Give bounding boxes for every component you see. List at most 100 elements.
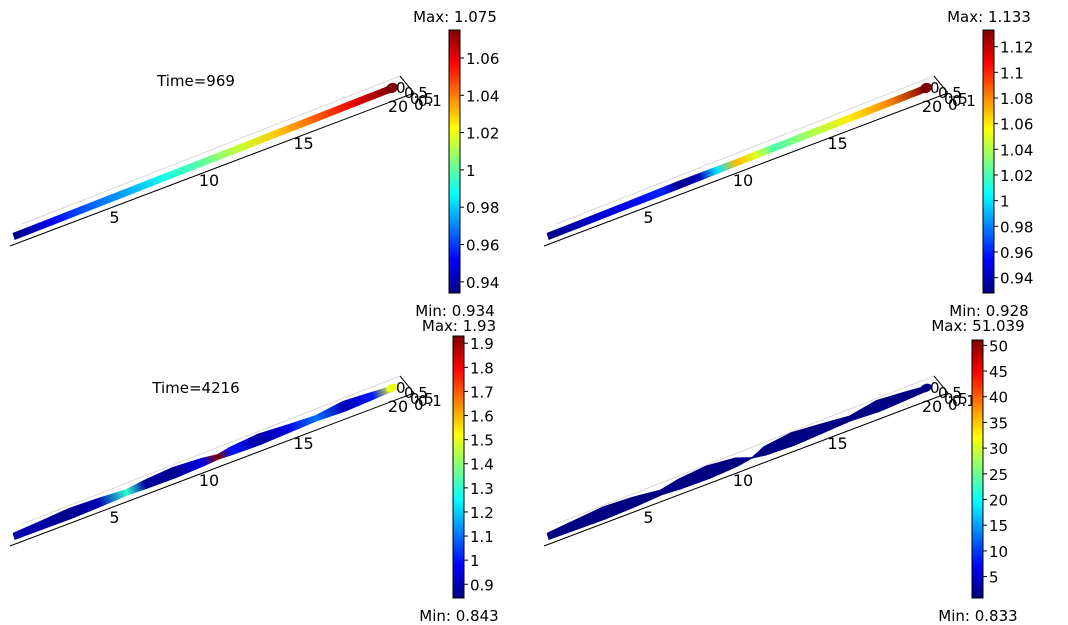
corner-tick-label: 0	[930, 379, 940, 397]
colorbar-tick-label: 0.96	[1000, 244, 1033, 262]
data-bar-body	[546, 85, 927, 240]
box-edge-top	[555, 75, 935, 225]
colorbar-tick-label: 1	[466, 162, 476, 180]
box-edge-top	[21, 75, 401, 225]
axis-tick-label: 10	[733, 471, 753, 490]
colorbar-tick-label: 1.2	[470, 504, 494, 522]
colorbar-tick-label: 1.4	[470, 456, 494, 474]
corner-tick-label: 0	[948, 396, 958, 414]
corner-tick-label: 0	[396, 379, 406, 397]
colorbar-1: 0.94 0.96 0.98 1 1.02 1.04 1.06 Max: 1.075 Min: …	[413, 8, 499, 320]
corner-tick-label: 0.1	[952, 392, 976, 410]
data-bar-end-cap	[920, 82, 932, 94]
corner-tick-label: 0	[396, 79, 406, 97]
x-axis-line	[9, 92, 415, 247]
colorbar-max-label: Max: 1.133	[947, 8, 1031, 26]
colorbar-bar	[982, 29, 995, 294]
corner-tick-label: 0.5	[410, 390, 434, 408]
colorbar-min-label: Min: 0.934	[415, 302, 494, 320]
colorbar-tick-label: 1.06	[466, 50, 499, 68]
corner-tick-label: 0.1	[418, 92, 442, 110]
colorbar-tick-label: 1.04	[466, 87, 499, 105]
axis-tick-label: 15	[293, 434, 313, 453]
x-axis-line	[543, 92, 949, 247]
colorbar-tick-label: 1.6	[470, 408, 494, 426]
colorbar-tick-label: 1.06	[1000, 116, 1033, 134]
colorbar-min-label: Min: 0.928	[949, 302, 1028, 320]
corner-tick-label: 0	[948, 96, 958, 114]
colorbar-min-label: Min: 0.843	[419, 607, 498, 625]
axis-tick-label: 20	[388, 97, 408, 116]
colorbar-tick-label: 0.96	[466, 237, 499, 255]
corner-tick-label: 0.5	[944, 390, 968, 408]
axis-corner-line	[933, 375, 949, 394]
colorbar-tick-label: 1.12	[1000, 39, 1033, 57]
colorbar-tick-label: 10	[989, 543, 1008, 561]
colorbar-tick-label: 35	[989, 414, 1008, 432]
colorbar-tick-label: 0.98	[466, 199, 499, 217]
corner-tick-label: 0.1	[418, 392, 442, 410]
colorbar-tick-label: 1.04	[1000, 141, 1033, 159]
colorbar-tick-label: 0.98	[1000, 218, 1033, 236]
axis-tick-label: 20	[922, 397, 942, 416]
colorbar-tick-label: 1.5	[470, 432, 494, 450]
corner-tick-label: 0	[414, 396, 424, 414]
colorbar-max-label: Max: 1.93	[422, 317, 496, 335]
data-bar-end-cap	[386, 82, 398, 94]
colorbar-bar	[448, 29, 461, 294]
axis-tick-label: 5	[109, 508, 119, 527]
colorbar-tick-label: 1.08	[1000, 90, 1033, 108]
axis-corner-line	[399, 375, 415, 394]
axis-corner-line	[933, 75, 949, 94]
data-bar-body	[546, 386, 927, 540]
corner-tick-label: 0.5	[944, 90, 968, 108]
axis-tick-label: 5	[109, 208, 119, 227]
axis-tick-label: 15	[827, 134, 847, 153]
colorbar-tick-label: 25	[989, 466, 1008, 484]
axis-tick-label: 10	[733, 171, 753, 190]
axis-tick-label: 5	[643, 508, 653, 527]
corner-tick-label: 0	[930, 79, 940, 97]
colorbar-tick-label: 1.9	[470, 335, 494, 353]
corner-tick-label: 0.5	[410, 90, 434, 108]
axis-corner-line	[399, 75, 415, 94]
colorbar-tick-label: 0.94	[466, 274, 499, 292]
colorbar-bar	[971, 339, 984, 599]
x-axis-line	[543, 392, 949, 547]
corner-tick-label: 0.5	[938, 384, 962, 402]
axis-tick-label: 10	[199, 171, 219, 190]
axis-tick-label: 15	[827, 434, 847, 453]
box-edge-top	[555, 375, 935, 525]
axis-tick-label: 10	[199, 471, 219, 490]
colorbar-tick-label: 1.02	[466, 125, 499, 143]
colorbar-tick-label: 0.9	[470, 576, 494, 594]
data-bar-end-cap	[386, 383, 398, 393]
colorbar-tick-label: 1.8	[470, 359, 494, 377]
colorbar-tick-label: 1.7	[470, 383, 494, 401]
colorbar-2: 0.94 0.96 0.98 1 1.02 1.04 1.06 1.08 1.1 1.12 Max:…	[947, 8, 1033, 320]
box-edge-top	[21, 375, 401, 525]
panel-title: Time=4216	[151, 379, 239, 397]
colorbar-bar	[452, 335, 465, 599]
x-axis-line	[9, 392, 415, 547]
panel-title: Time=969	[156, 72, 235, 90]
colorbar-tick-label: 50	[989, 337, 1008, 355]
colorbar-tick-label: 20	[989, 492, 1008, 510]
colorbar-tick-label: 1	[1000, 193, 1010, 211]
colorbar-tick-label: 1.02	[1000, 167, 1033, 185]
colorbar-max-label: Max: 1.075	[413, 8, 497, 26]
colorbar-tick-label: 1	[470, 552, 480, 570]
data-bar-body	[12, 386, 393, 540]
corner-tick-label: 0.5	[404, 384, 428, 402]
colorbar-tick-label: 40	[989, 389, 1008, 407]
corner-tick-label: 0	[414, 96, 424, 114]
axis-tick-label: 15	[293, 134, 313, 153]
colorbar-tick-label: 15	[989, 517, 1008, 535]
corner-tick-label: 0.5	[938, 84, 962, 102]
